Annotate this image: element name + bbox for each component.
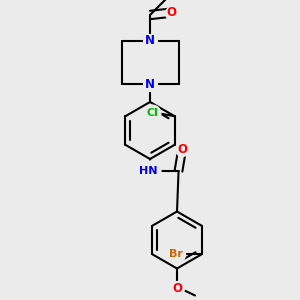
Text: N: N [145,34,155,47]
Text: O: O [167,6,177,19]
Text: O: O [177,143,187,156]
Text: O: O [172,281,182,295]
Text: N: N [145,77,155,91]
Text: Cl: Cl [146,108,158,118]
Text: Br: Br [169,249,183,259]
Text: HN: HN [139,166,158,176]
